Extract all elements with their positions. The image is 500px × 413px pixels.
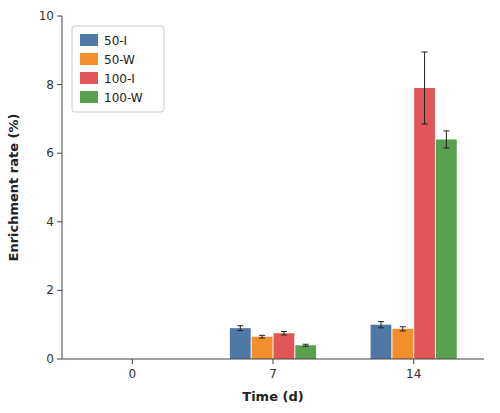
y-tick [57,84,62,85]
x-tick [132,359,133,364]
error-bar [378,322,384,328]
y-tick-label: 10 [39,9,54,23]
bar [371,325,392,359]
error-stem [424,52,425,124]
error-cap [303,346,309,347]
error-cap [400,326,406,327]
y-tick [57,359,62,360]
x-tick [273,359,274,364]
error-cap [259,335,265,336]
error-stem [402,327,403,331]
error-stem [380,322,381,328]
legend-swatch [80,72,98,84]
y-tick-label: 8 [46,78,54,92]
y-tick [57,153,62,154]
error-cap [281,331,287,332]
error-cap [443,130,449,131]
x-tick [413,359,414,364]
y-tick [57,221,62,222]
bar [414,88,435,359]
x-tick-label: 0 [129,367,137,381]
error-stem [446,131,447,148]
error-cap [422,52,428,53]
y-axis-label: Enrichment rate (%) [6,114,21,262]
x-axis-label: Time (d) [242,389,303,404]
error-bar [400,327,406,331]
error-cap [443,148,449,149]
error-stem [283,332,284,335]
error-cap [259,338,265,339]
legend-box [72,26,164,112]
bar [436,139,457,359]
error-bar [443,131,449,148]
error-bar [259,335,265,338]
error-cap [378,321,384,322]
x-tick-label: 7 [269,367,277,381]
error-cap [303,344,309,345]
error-bar [237,326,243,331]
bar [274,333,295,359]
y-tick-label: 6 [46,146,54,160]
error-cap [378,327,384,328]
legend: 50-I 50-W 100-I 100-W [72,26,164,112]
error-bar [422,52,428,124]
y-tick-label: 4 [46,215,54,229]
error-cap [281,334,287,335]
legend-swatch [80,91,98,103]
error-cap [400,330,406,331]
legend-swatch [80,34,98,46]
bar [252,337,273,359]
error-cap [422,124,428,125]
bar [295,345,316,359]
error-bar [303,344,309,346]
y-tick-label: 0 [46,352,54,366]
y-tick-label: 2 [46,283,54,297]
legend-label: 100-W [104,91,143,105]
error-stem [240,326,241,331]
y-axis-line [62,16,63,359]
y-tick [57,16,62,17]
legend-swatch [80,53,98,65]
error-cap [237,325,243,326]
bars [230,52,457,359]
legend-label: 100-I [104,72,135,86]
y-tick [57,290,62,291]
chart: 0 2 4 6 8 10 0 7 14 Time (d) Enrichment rate (%) 50… [0,0,500,413]
bar [392,329,413,359]
bar [230,328,251,359]
x-tick-label: 14 [406,367,421,381]
error-cap [237,330,243,331]
error-bar [281,332,287,335]
legend-label: 50-I [104,34,127,48]
legend-label: 50-W [104,53,135,67]
